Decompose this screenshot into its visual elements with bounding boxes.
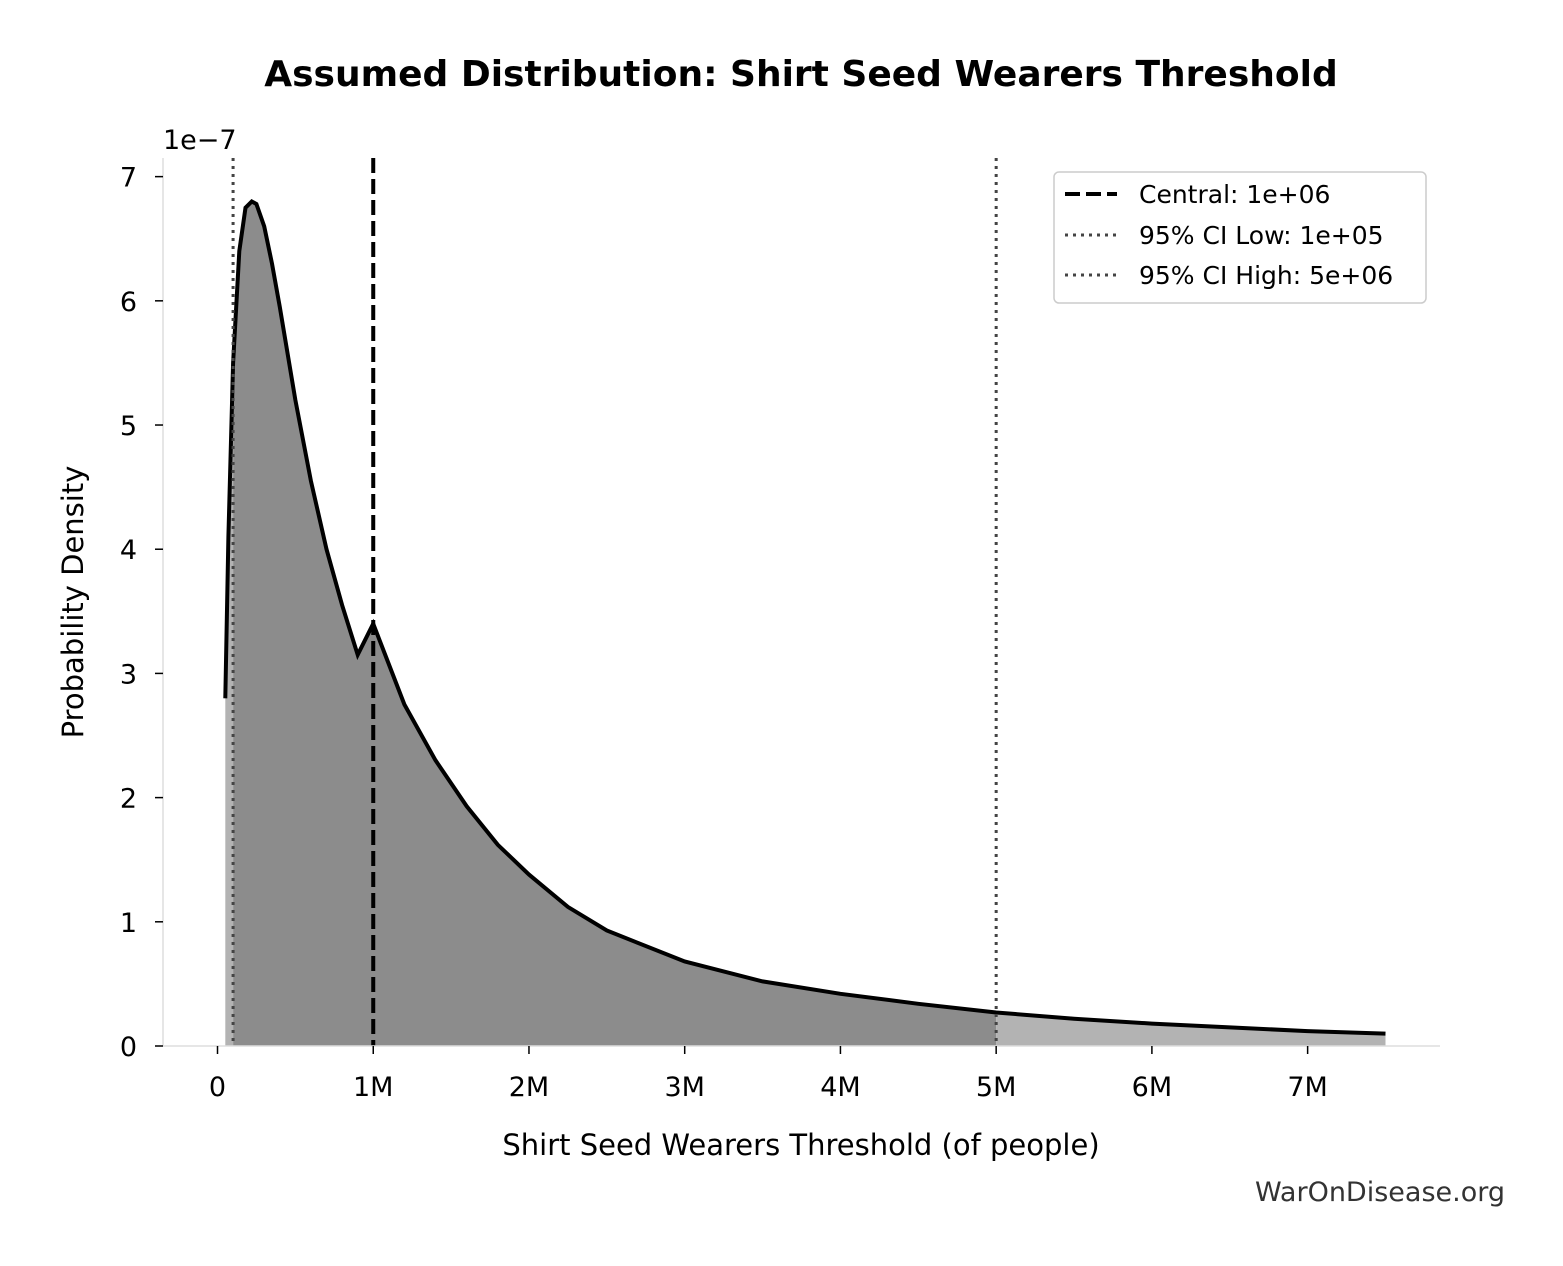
y-tick-label: 7 [120,163,137,194]
plot-area [223,158,1386,1046]
density-fill-below-ci [225,362,234,1046]
x-tick-label: 0 [209,1072,226,1103]
y-tick-label: 0 [120,1032,137,1063]
y-tick-label: 4 [120,535,137,566]
x-tick-label: 4M [820,1072,860,1103]
y-tick-label: 5 [120,411,137,442]
chart-title: Assumed Distribution: Shirt Seed Wearers… [264,54,1338,95]
y-tick-label: 2 [120,784,137,815]
y-tick-label: 6 [120,287,137,318]
x-tick-label: 2M [509,1072,549,1103]
legend: Central: 1e+06 95% CI Low: 1e+05 95% CI … [1053,171,1427,304]
y-tick-label: 3 [120,659,137,690]
density-fill-inside-ci [233,201,997,1046]
density-curve [223,199,1386,1036]
x-tick-label: 1M [353,1072,393,1103]
legend-label-ci-low: 95% CI Low: 1e+05 [1139,221,1384,250]
x-ticks: 0 1M 2M 3M 4M 5M 6M 7M [209,1046,1328,1103]
legend-box [1053,171,1427,304]
x-tick-label: 3M [664,1072,704,1103]
y-axis-label: Probability Density [56,466,90,739]
y-offset-text: 1e−7 [163,125,237,156]
x-tick-label: 5M [976,1072,1016,1103]
reference-lines [231,158,998,1046]
x-tick-label: 7M [1287,1072,1327,1103]
watermark: WarOnDisease.org [1255,1177,1505,1208]
y-tick-label: 1 [120,908,137,939]
legend-label-ci-high: 95% CI High: 5e+06 [1139,261,1393,290]
legend-label-central: Central: 1e+06 [1139,180,1330,209]
x-tick-label: 6M [1132,1072,1172,1103]
y-ticks: 0 1 2 3 4 5 6 7 [120,163,163,1063]
x-axis-label: Shirt Seed Wearers Threshold (of people) [502,1128,1099,1162]
axes: 0 1M 2M 3M 4M 5M 6M 7M 0 1 2 3 4 5 6 7 [120,158,1440,1103]
